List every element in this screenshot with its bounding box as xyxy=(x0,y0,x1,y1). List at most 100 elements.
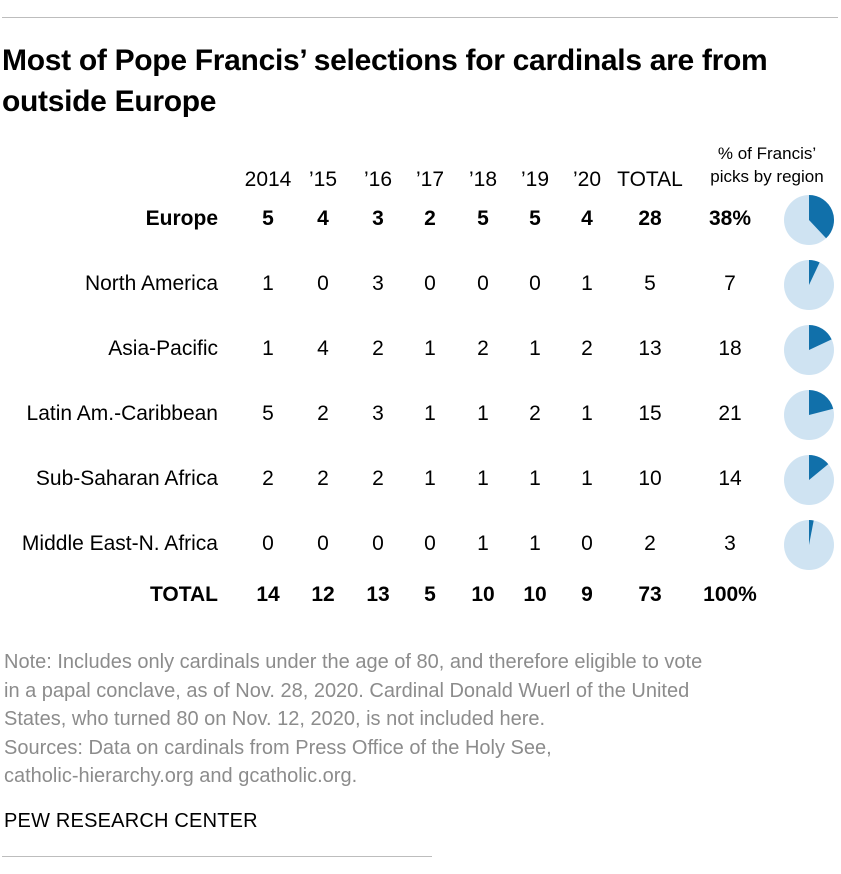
pct-header-line-2: picks by region xyxy=(710,167,824,186)
chart-title: Most of Pope Francis’ selections for car… xyxy=(2,44,768,118)
share-pie xyxy=(784,260,834,310)
pct-cell: 100% xyxy=(703,583,757,606)
row-label: Europe xyxy=(145,207,218,230)
table-cell: 2 xyxy=(644,532,656,555)
table-cell: 1 xyxy=(424,467,436,490)
column-header: ’15 xyxy=(308,168,338,191)
share-pie xyxy=(784,195,834,245)
bottom-rule xyxy=(2,856,432,857)
table-cell: 0 xyxy=(372,532,384,555)
share-pie xyxy=(784,520,834,570)
row-label: Latin Am.-Caribbean xyxy=(26,402,218,425)
table-cell: 1 xyxy=(262,272,274,295)
table-cell: 3 xyxy=(372,272,384,295)
table-cell: 28 xyxy=(638,207,662,230)
pct-cell: 21 xyxy=(718,402,742,425)
table-cell: 73 xyxy=(638,583,662,606)
pie-slice xyxy=(809,260,820,285)
source-line-2: catholic-hierarchy.org and gcatholic.org… xyxy=(4,765,358,787)
table-cell: 1 xyxy=(477,532,489,555)
notes: Note: Includes only cardinals under the … xyxy=(4,648,834,791)
column-header: 2014 xyxy=(244,168,292,191)
table-cell: 1 xyxy=(477,402,489,425)
table-cell: 12 xyxy=(311,583,335,606)
table-cell: 0 xyxy=(529,272,541,295)
table-cell: 4 xyxy=(317,337,329,360)
pie-slice xyxy=(809,390,834,415)
share-pie xyxy=(784,325,834,375)
table-cell: 14 xyxy=(256,583,280,606)
table-cell: 0 xyxy=(424,532,436,555)
pie-slice xyxy=(809,195,834,239)
table-cell: 1 xyxy=(529,532,541,555)
column-header: ’19 xyxy=(520,168,550,191)
table-cell: 5 xyxy=(529,207,541,230)
pct-cell: 7 xyxy=(724,272,736,295)
table-cell: 1 xyxy=(424,337,436,360)
pie-slice xyxy=(809,520,814,545)
share-pie xyxy=(784,455,834,505)
table-cell: 5 xyxy=(424,583,436,606)
note-line-3: States, who turned 80 on Nov. 12, 2020, … xyxy=(4,708,546,730)
pie-slice xyxy=(809,325,832,350)
table-cell: 3 xyxy=(372,402,384,425)
note-line-1: Note: Includes only cardinals under the … xyxy=(4,651,703,673)
table-cell: 2 xyxy=(477,337,489,360)
row-label: Sub-Saharan Africa xyxy=(35,467,218,490)
row-label: North America xyxy=(84,272,218,295)
source-line-1: Sources: Data on cardinals from Press Of… xyxy=(4,736,552,759)
table-cell: 1 xyxy=(581,402,593,425)
table-cell: 2 xyxy=(581,337,593,360)
table-cell: 0 xyxy=(317,532,329,555)
table-cell: 1 xyxy=(477,467,489,490)
share-pie xyxy=(784,390,834,440)
table-cell: 1 xyxy=(529,337,541,360)
column-header: TOTAL xyxy=(617,168,683,191)
row-label: TOTAL xyxy=(149,583,218,606)
pct-header: % of Francis’ picks by region xyxy=(692,142,841,188)
table-cell: 2 xyxy=(372,467,384,490)
row-label: Middle East-N. Africa xyxy=(21,532,218,555)
column-header: ’20 xyxy=(572,168,602,191)
table-cell: 1 xyxy=(581,467,593,490)
table-cell: 1 xyxy=(581,272,593,295)
table-cell: 2 xyxy=(372,337,384,360)
table-cell: 0 xyxy=(262,532,274,555)
table-cell: 1 xyxy=(529,467,541,490)
pct-cell: 38% xyxy=(708,207,752,230)
note-line-2: in a papal conclave, as of Nov. 28, 2020… xyxy=(4,679,690,702)
table-cell: 5 xyxy=(644,272,656,295)
table-cell: 0 xyxy=(424,272,436,295)
credit: PEW RESEARCH CENTER xyxy=(4,810,258,832)
table-cell: 2 xyxy=(529,402,541,425)
column-header: ’16 xyxy=(363,168,393,191)
column-header: ’18 xyxy=(468,168,498,191)
table-cell: 10 xyxy=(471,583,495,606)
table-cell: 5 xyxy=(477,207,489,230)
column-header: ’17 xyxy=(415,168,445,191)
table-cell: 4 xyxy=(317,207,329,230)
pct-cell: 18 xyxy=(718,337,742,360)
pct-cell: 14 xyxy=(718,467,742,490)
table-cell: 0 xyxy=(581,532,593,555)
table-cell: 5 xyxy=(262,402,274,425)
table-cell: 2 xyxy=(317,467,329,490)
pie-slice xyxy=(809,455,829,480)
table-cell: 0 xyxy=(317,272,329,295)
table-cell: 1 xyxy=(424,402,436,425)
table-cell: 1 xyxy=(262,337,274,360)
table-cell: 0 xyxy=(477,272,489,295)
pct-cell: 3 xyxy=(724,532,736,555)
table-cell: 2 xyxy=(262,467,274,490)
table-cell: 2 xyxy=(424,207,436,230)
table-cell: 4 xyxy=(581,207,593,230)
table-cell: 9 xyxy=(581,583,593,606)
table-cell: 2 xyxy=(317,402,329,425)
pct-header-line-1: % of Francis’ xyxy=(717,144,817,163)
table-cell: 10 xyxy=(638,467,662,490)
row-label: Asia-Pacific xyxy=(108,337,218,360)
table-cell: 15 xyxy=(638,402,662,425)
table-cell: 13 xyxy=(638,337,662,360)
top-rule xyxy=(2,17,838,18)
table-cell: 3 xyxy=(372,207,384,230)
